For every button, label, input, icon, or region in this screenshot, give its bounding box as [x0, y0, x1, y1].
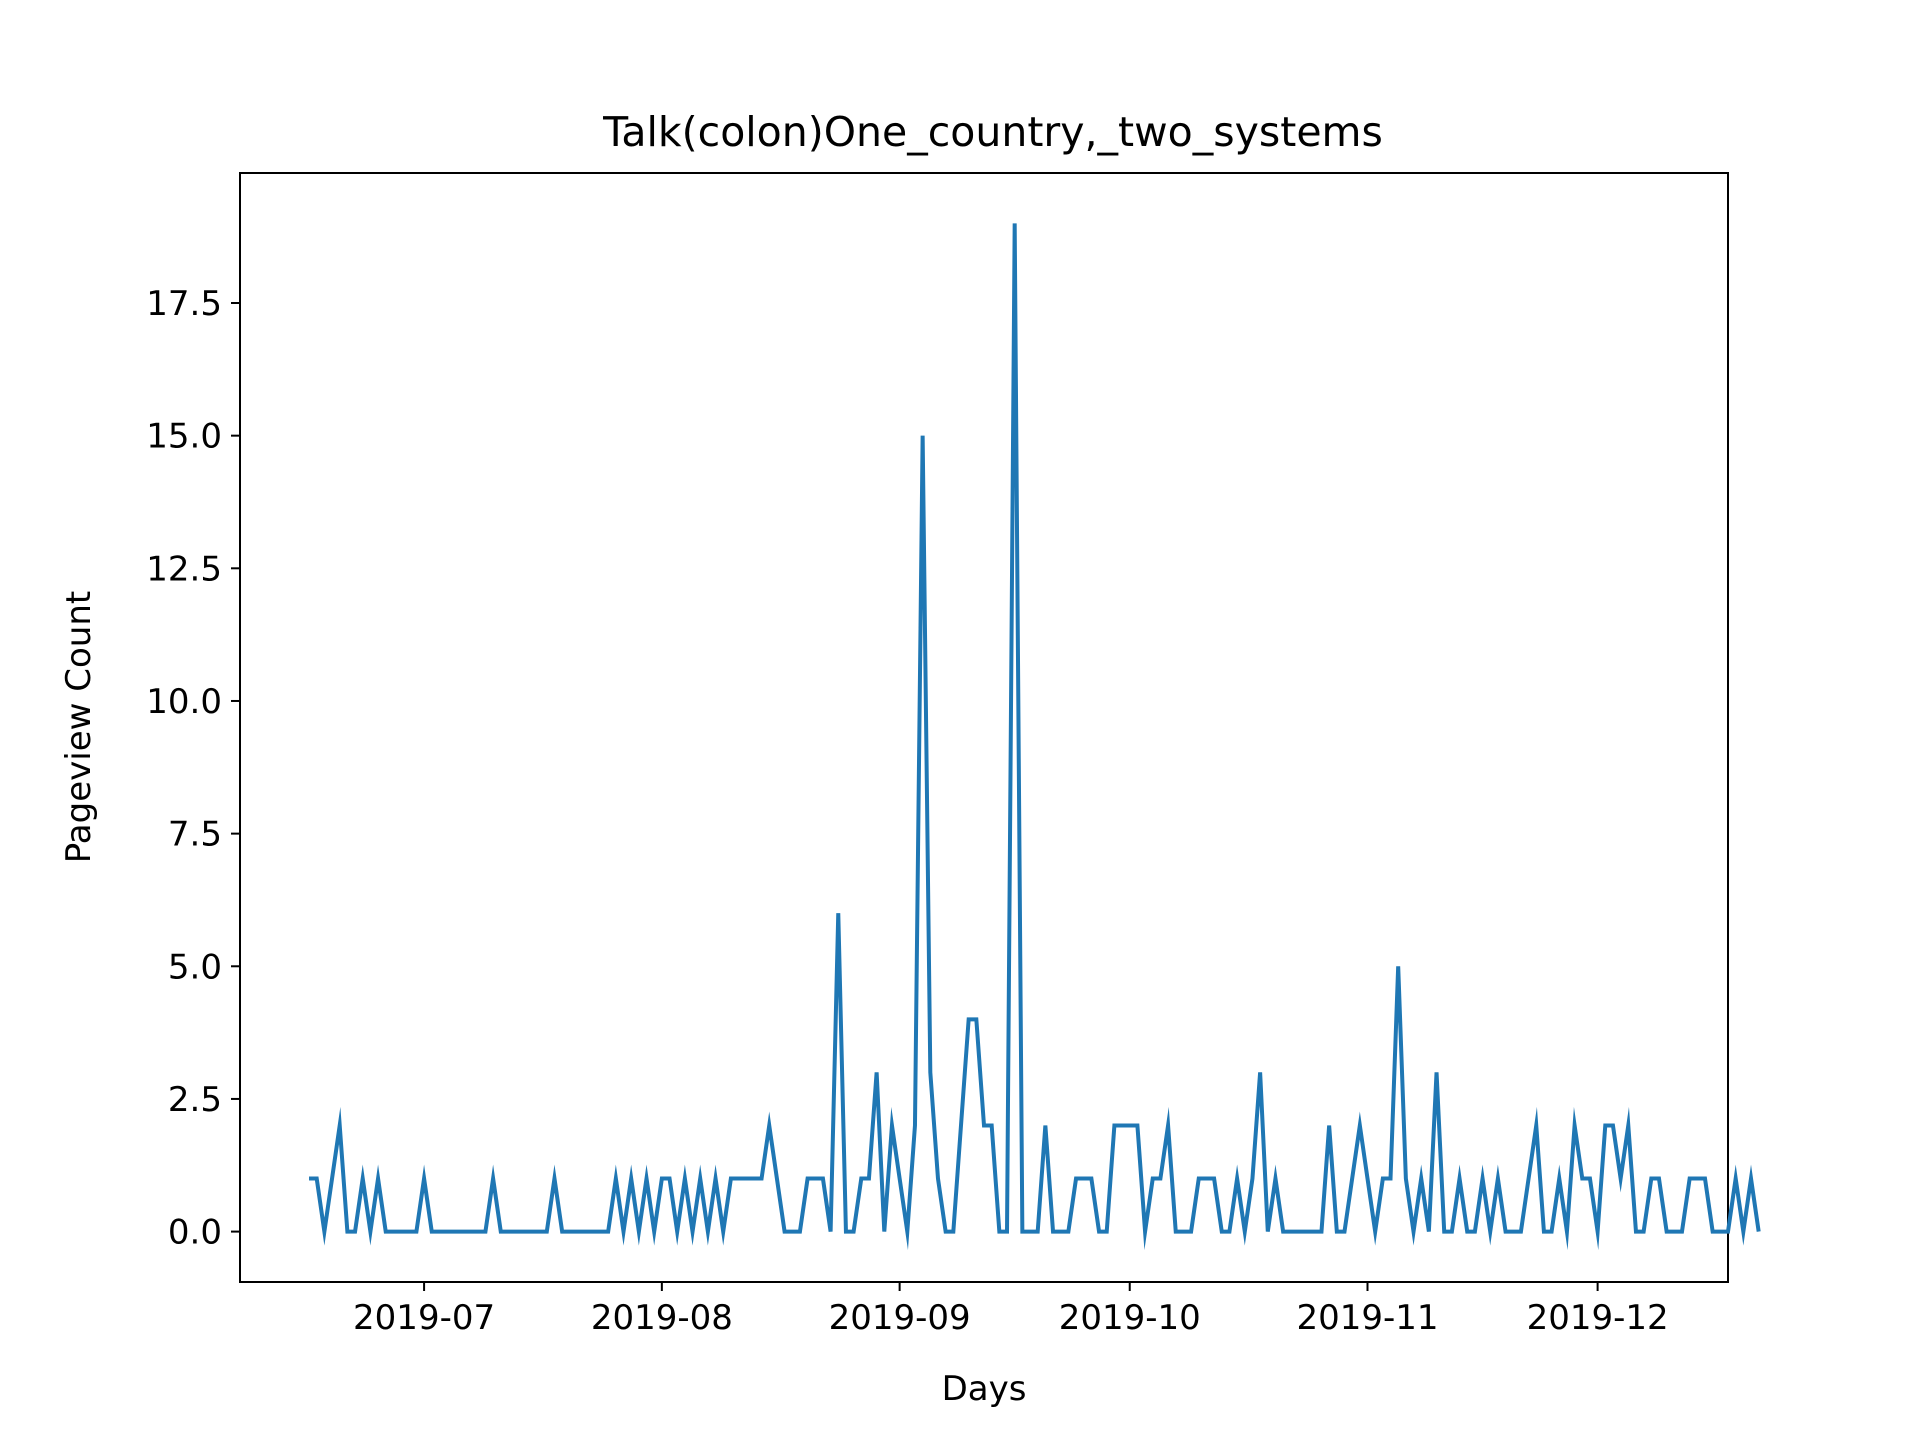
- y-axis: 0.0 2.5 5.0 7.5 10.0 12.5 15.0 17.5: [146, 284, 240, 1253]
- y-tick-label: 15.0: [146, 417, 222, 457]
- chart-title: Talk(colon)One_country,_two_systems: [602, 108, 1383, 156]
- x-axis: 2019-07 2019-08 2019-09 2019-10 2019-11 2019-…: [353, 1282, 1669, 1338]
- x-tick-label: 2019-09: [829, 1298, 971, 1338]
- x-tick-label: 2019-11: [1296, 1298, 1438, 1338]
- y-tick-label: 2.5: [168, 1080, 222, 1120]
- x-tick-label: 2019-10: [1059, 1298, 1201, 1338]
- plot-frame: [239, 172, 1729, 1283]
- x-axis-label: Days: [942, 1369, 1027, 1409]
- y-tick-label: 12.5: [146, 549, 222, 589]
- y-tick-label: 10.0: [146, 682, 222, 722]
- x-tick-label: 2019-07: [353, 1298, 495, 1338]
- y-tick-label: 0.0: [168, 1213, 222, 1253]
- x-tick-label: 2019-08: [591, 1298, 733, 1338]
- series-layer: [309, 223, 1761, 1251]
- x-tick-label: 2019-12: [1527, 1298, 1669, 1338]
- y-tick-label: 17.5: [146, 284, 222, 324]
- series-line: [309, 223, 1761, 1251]
- y-tick-label: 7.5: [168, 815, 222, 855]
- y-tick-label: 5.0: [168, 947, 222, 987]
- y-axis-label: Pageview Count: [59, 591, 99, 863]
- plot-area: 2019-07 2019-08 2019-09 2019-10 2019-11 2019-…: [146, 172, 1761, 1338]
